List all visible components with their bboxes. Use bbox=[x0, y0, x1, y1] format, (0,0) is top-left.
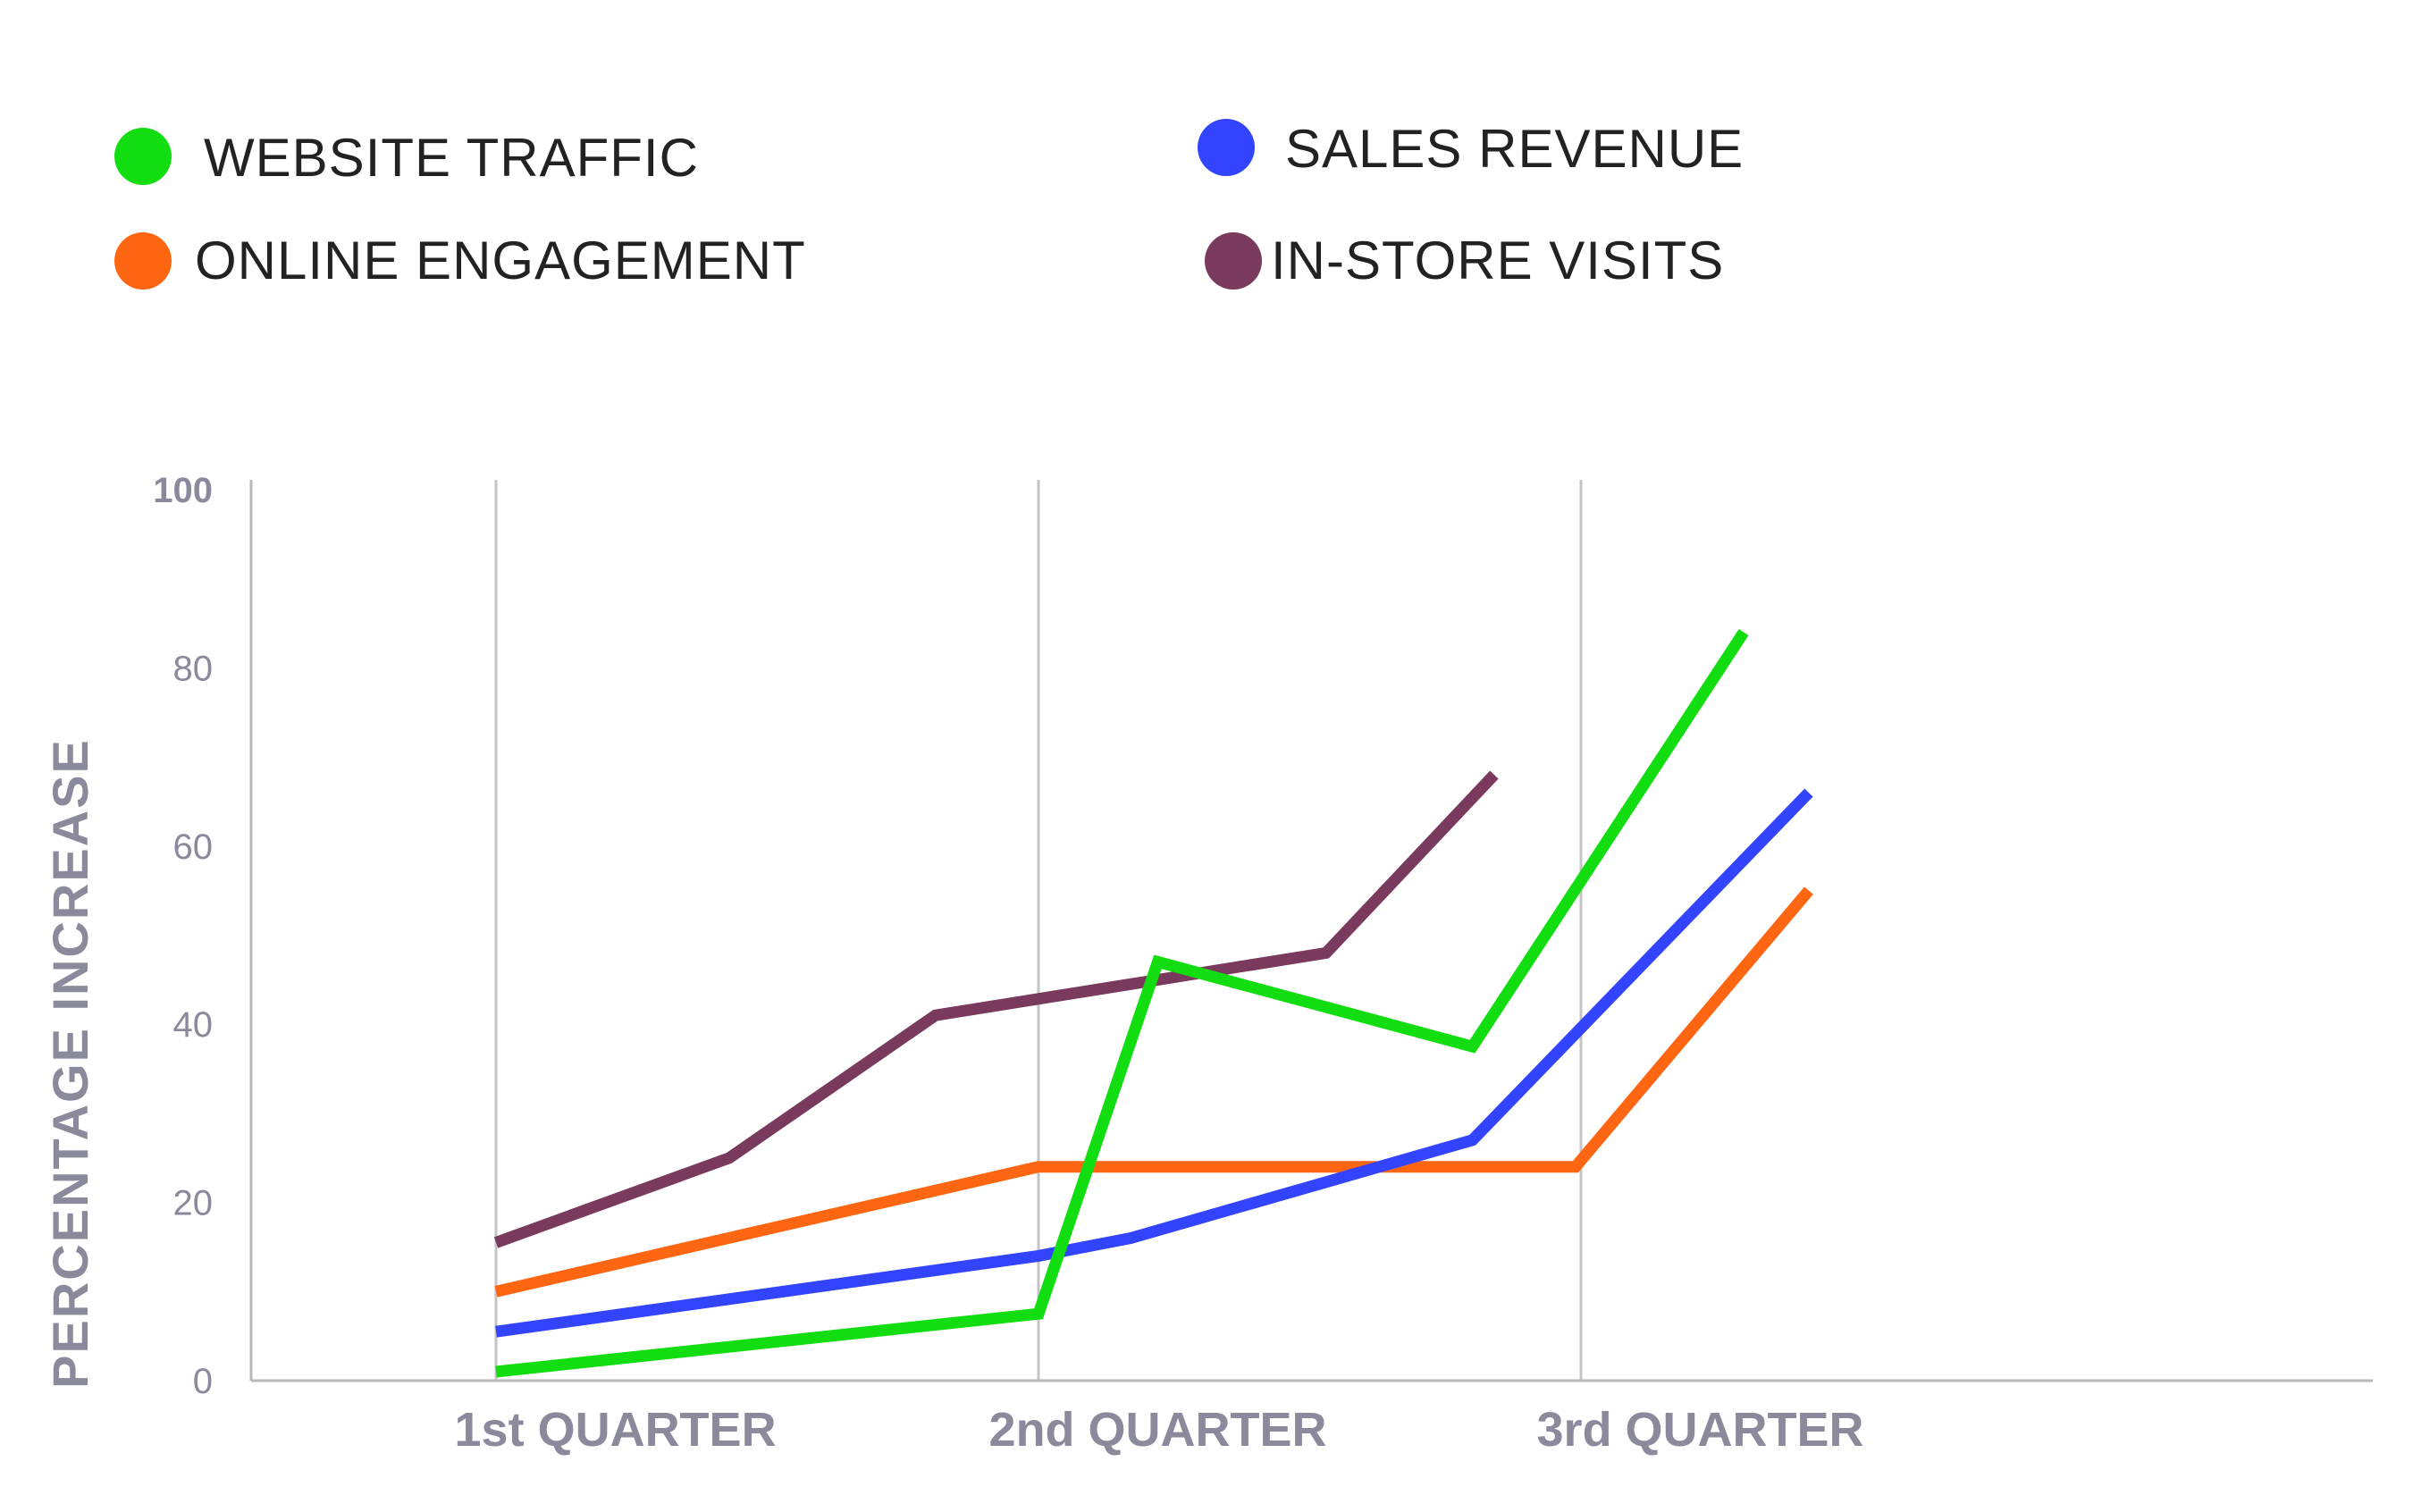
legend-label-in-store-visits: IN-STORE VISITS bbox=[1271, 231, 1724, 290]
legend: WEBSITE TRAFFIC ONLINE ENGAGEMENT SALES … bbox=[114, 119, 1744, 290]
x-tick-label-1st-quarter: 1st QUARTER bbox=[455, 1403, 777, 1457]
legend-label-website-traffic: WEBSITE TRAFFIC bbox=[204, 128, 699, 188]
legend-swatch-online-engagement bbox=[114, 232, 172, 290]
y-tick-label-40: 40 bbox=[173, 1005, 214, 1045]
x-tick-label-2nd-quarter: 2nd QUARTER bbox=[989, 1403, 1327, 1457]
y-axis-label: PERCENTAGE INCREASE bbox=[42, 738, 98, 1389]
legend-item-in-store-visits[interactable]: IN-STORE VISITS bbox=[1205, 231, 1724, 290]
y-tick-label-80: 80 bbox=[173, 649, 214, 688]
y-tick-label-20: 20 bbox=[173, 1184, 214, 1223]
legend-item-sales-revenue[interactable]: SALES REVENUE bbox=[1198, 119, 1744, 179]
legend-swatch-in-store-visits bbox=[1205, 232, 1262, 290]
legend-label-online-engagement: ONLINE ENGAGEMENT bbox=[195, 231, 806, 290]
series-line-sales-revenue bbox=[495, 788, 1813, 1338]
x-tick-labels: 1st QUARTER 2nd QUARTER 3rd QUARTER bbox=[455, 1403, 1864, 1457]
series bbox=[493, 628, 1813, 1378]
x-tick-label-3rd-quarter: 3rd QUARTER bbox=[1537, 1403, 1864, 1457]
series-line-website-traffic bbox=[495, 628, 1749, 1378]
y-tick-labels: 0 20 40 60 80 100 bbox=[153, 471, 213, 1401]
y-tick-label-0: 0 bbox=[193, 1362, 213, 1401]
y-tick-label-60: 60 bbox=[173, 827, 214, 867]
legend-label-sales-revenue: SALES REVENUE bbox=[1285, 119, 1744, 179]
series-line-in-store-visits bbox=[493, 770, 1499, 1248]
legend-swatch-website-traffic bbox=[114, 128, 172, 185]
y-tick-label-100: 100 bbox=[153, 471, 213, 510]
gridlines bbox=[494, 480, 1583, 1381]
legend-item-website-traffic[interactable]: WEBSITE TRAFFIC bbox=[114, 128, 699, 188]
series-line-online-engagement bbox=[494, 886, 1813, 1298]
axes bbox=[249, 480, 2373, 1382]
legend-swatch-sales-revenue bbox=[1198, 119, 1255, 176]
legend-item-online-engagement[interactable]: ONLINE ENGAGEMENT bbox=[114, 231, 806, 290]
